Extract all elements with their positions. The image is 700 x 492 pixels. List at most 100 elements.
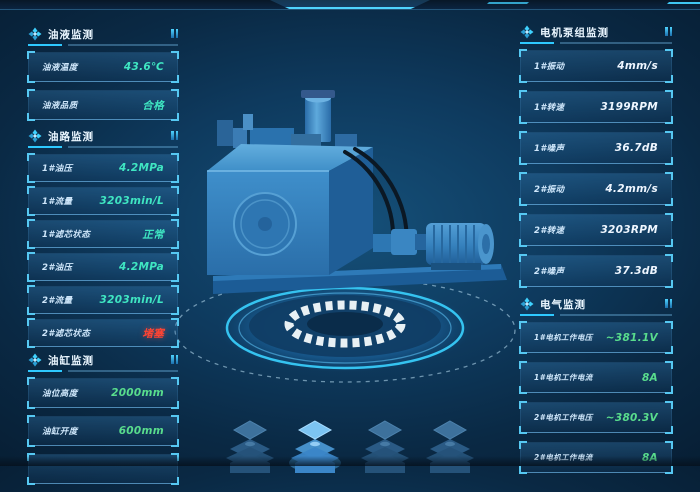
tank-side-face <box>329 147 373 275</box>
corner-bracket <box>171 377 179 385</box>
panel-electrical: 电气监测 1#电机工作电压 ~381.1V 1#电机工作电流 8A 2#电机工作电压 ~38… <box>519 296 673 474</box>
corner-bracket <box>171 175 179 183</box>
corner-bracket <box>27 285 35 293</box>
panel-header-oil-circuit: 油路监测 <box>28 128 178 144</box>
panel-title: 油液监测 <box>48 28 94 41</box>
metric-row-oil-circuit-5: 2#滤芯状态 堵塞 <box>27 318 179 348</box>
corner-bracket <box>171 113 179 121</box>
metric-row-oil-liquid-1: 油液品质 合格 <box>27 89 179 121</box>
glow-platform-ring <box>174 277 516 383</box>
metric-row-oil-circuit-1: 1#流量 3203min/L <box>27 186 179 216</box>
corner-bracket <box>665 49 673 57</box>
corner-bracket <box>519 426 527 434</box>
dpad-diamond-icon <box>28 129 42 143</box>
metric-value: 4mm/s <box>617 60 658 72</box>
corner-bracket <box>27 51 35 59</box>
metric-value: 36.7dB <box>614 142 658 154</box>
corner-bracket <box>27 340 35 348</box>
corner-bracket <box>171 401 179 409</box>
corner-bracket <box>519 49 527 57</box>
metric-value: 4.2MPa <box>119 162 164 174</box>
header-streak-decoration <box>667 2 700 4</box>
corner-bracket <box>665 131 673 139</box>
metric-label: 1#油压 <box>42 164 73 174</box>
corner-bracket <box>171 477 179 485</box>
metric-label: 1#流量 <box>42 197 73 207</box>
corner-bracket <box>519 466 527 474</box>
corner-bracket <box>171 274 179 282</box>
corner-bracket <box>519 90 527 98</box>
metric-row-motor-pump-2: 1#噪声 36.7dB <box>519 131 673 165</box>
corner-bracket <box>519 280 527 288</box>
corner-bracket <box>171 439 179 447</box>
corner-bracket <box>519 198 527 206</box>
panel-oil-liquid: 油液监测油液温度 43.6℃ 油液品质 合格 <box>27 26 179 121</box>
metric-label: 油液温度 <box>42 63 78 73</box>
header-underline <box>28 370 178 372</box>
metric-value: 3199RPM <box>600 101 658 113</box>
metric-label: 2#油压 <box>42 263 73 273</box>
dpad-diamond-icon <box>28 353 42 367</box>
metric-value: 4.2mm/s <box>605 183 658 195</box>
corner-bracket <box>665 441 673 449</box>
header-underline <box>28 44 178 46</box>
hydraulic-unit-3d-model <box>207 90 507 294</box>
corner-bracket <box>519 157 527 165</box>
corner-bracket <box>665 157 673 165</box>
corner-bracket <box>27 219 35 227</box>
metric-value: 4.2MPa <box>119 261 164 273</box>
metric-value: 43.6℃ <box>123 61 164 73</box>
corner-bracket <box>27 113 35 121</box>
header-end-bars-icon <box>171 131 178 140</box>
corner-bracket <box>27 274 35 282</box>
motor-pump-assembly <box>373 223 494 270</box>
metric-value: 3203RPM <box>600 224 658 236</box>
header-end-bars-icon <box>171 29 178 38</box>
corner-bracket <box>519 441 527 449</box>
corner-bracket <box>665 466 673 474</box>
corner-bracket <box>665 90 673 98</box>
metric-value: 2000mm <box>111 387 164 399</box>
metric-label: 2#流量 <box>42 296 73 306</box>
metric-row-electrical-0: 1#电机工作电压 ~381.1V <box>519 321 673 354</box>
panel-motor-pump: 电机泵组监测 1#振动 4mm/s 1#转速 3199RPM 1#噪声 36.7dB 2#振动… <box>519 24 673 288</box>
corner-bracket <box>519 346 527 354</box>
metric-row-motor-pump-1: 1#转速 3199RPM <box>519 90 673 124</box>
corner-bracket <box>27 252 35 260</box>
metric-label: 1#噪声 <box>534 144 565 154</box>
metric-row-oil-circuit-0: 1#油压 4.2MPa <box>27 153 179 183</box>
corner-bracket <box>27 307 35 315</box>
metric-label: 1#振动 <box>534 62 565 72</box>
corner-bracket <box>171 285 179 293</box>
corner-bracket <box>665 172 673 180</box>
panel-oil-circuit: 油路监测 1#油压 4.2MPa 1#流量 3203min/L 1#滤芯状态 正常 2#油压 4… <box>27 128 179 348</box>
metric-value: 8A <box>641 371 658 384</box>
header-end-bars-icon <box>665 299 672 308</box>
corner-bracket <box>171 186 179 194</box>
corner-bracket <box>519 131 527 139</box>
header-underline <box>28 146 178 148</box>
metric-value: 合格 <box>142 99 164 112</box>
corner-bracket <box>171 252 179 260</box>
corner-bracket <box>665 361 673 369</box>
corner-bracket <box>27 75 35 83</box>
corner-bracket <box>27 318 35 326</box>
corner-bracket <box>171 153 179 161</box>
corner-bracket <box>171 241 179 249</box>
tank-access-cover <box>233 192 297 256</box>
metric-label: 1#滤芯状态 <box>42 230 91 240</box>
panel-title: 油缸监测 <box>48 354 94 367</box>
corner-bracket <box>665 401 673 409</box>
panel-title: 电气监测 <box>540 298 586 311</box>
metric-label: 2#转速 <box>534 226 565 236</box>
header-trapezoid-decoration <box>270 0 430 9</box>
corner-bracket <box>519 254 527 262</box>
bottom-shade-decoration <box>0 456 700 466</box>
corner-bracket <box>665 116 673 124</box>
corner-bracket <box>27 477 35 485</box>
corner-bracket <box>27 89 35 97</box>
panel-title: 油路监测 <box>48 130 94 143</box>
metric-value: ~381.1V <box>605 331 658 344</box>
metric-value: ~380.3V <box>605 411 658 424</box>
